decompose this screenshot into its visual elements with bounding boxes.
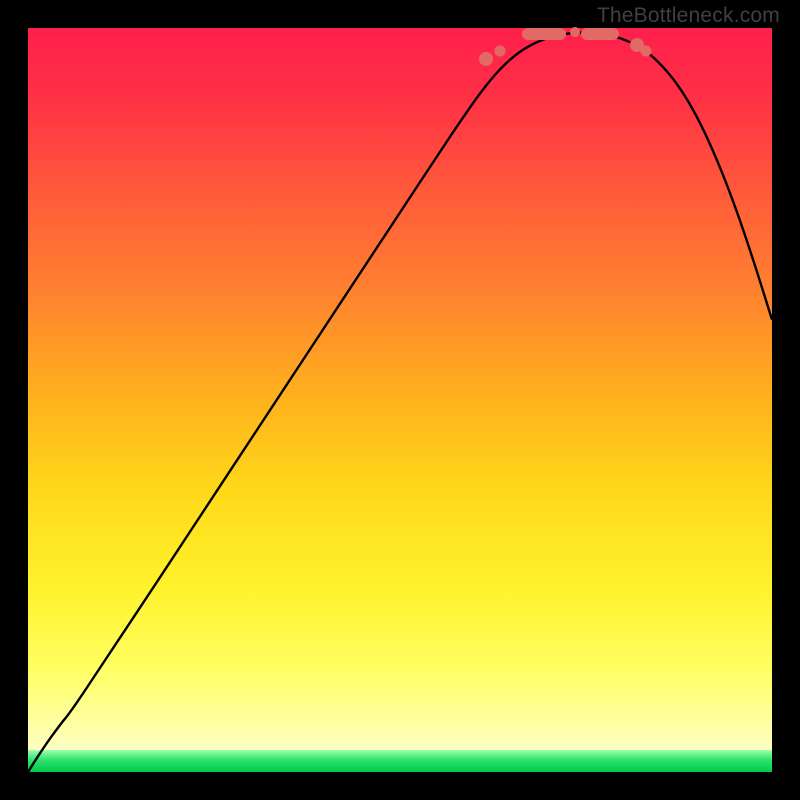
chart-marker-dot-0 — [479, 52, 493, 66]
chart-marker-bar-2 — [522, 28, 566, 40]
chart-marker-dot-3 — [570, 27, 580, 37]
chart-plot-area — [28, 28, 772, 772]
chart-marker-dot-1 — [494, 46, 505, 57]
watermark-text: TheBottleneck.com — [597, 4, 780, 28]
chart-curve-path — [28, 32, 772, 772]
chart-marker-bar-4 — [581, 28, 619, 40]
chart-curve — [28, 28, 772, 772]
chart-marker-dot-6 — [641, 46, 652, 57]
